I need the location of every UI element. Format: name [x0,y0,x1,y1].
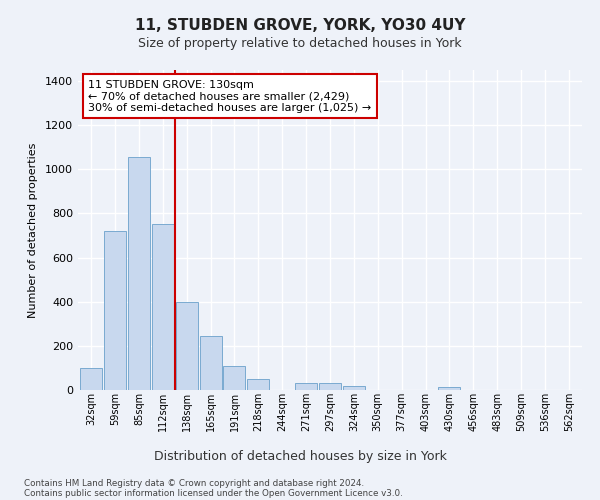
Bar [200,336,221,390]
Text: 11 STUBDEN GROVE: 130sqm
← 70% of detached houses are smaller (2,429)
30% of sem: 11 STUBDEN GROVE: 130sqm ← 70% of detach… [88,80,371,113]
Bar [439,386,460,390]
Text: Contains public sector information licensed under the Open Government Licence v3: Contains public sector information licen… [24,489,403,498]
Bar [80,368,102,390]
Y-axis label: Number of detached properties: Number of detached properties [28,142,38,318]
Bar [176,302,197,390]
Bar [295,384,317,390]
Text: Size of property relative to detached houses in York: Size of property relative to detached ho… [138,38,462,51]
Bar [152,224,174,390]
Bar [223,366,245,390]
Text: 11, STUBDEN GROVE, YORK, YO30 4UY: 11, STUBDEN GROVE, YORK, YO30 4UY [135,18,465,32]
Bar [319,384,341,390]
Text: Distribution of detached houses by size in York: Distribution of detached houses by size … [154,450,446,463]
Bar [104,231,126,390]
Bar [128,157,150,390]
Bar [247,379,269,390]
Bar [343,386,365,390]
Text: Contains HM Land Registry data © Crown copyright and database right 2024.: Contains HM Land Registry data © Crown c… [24,479,364,488]
